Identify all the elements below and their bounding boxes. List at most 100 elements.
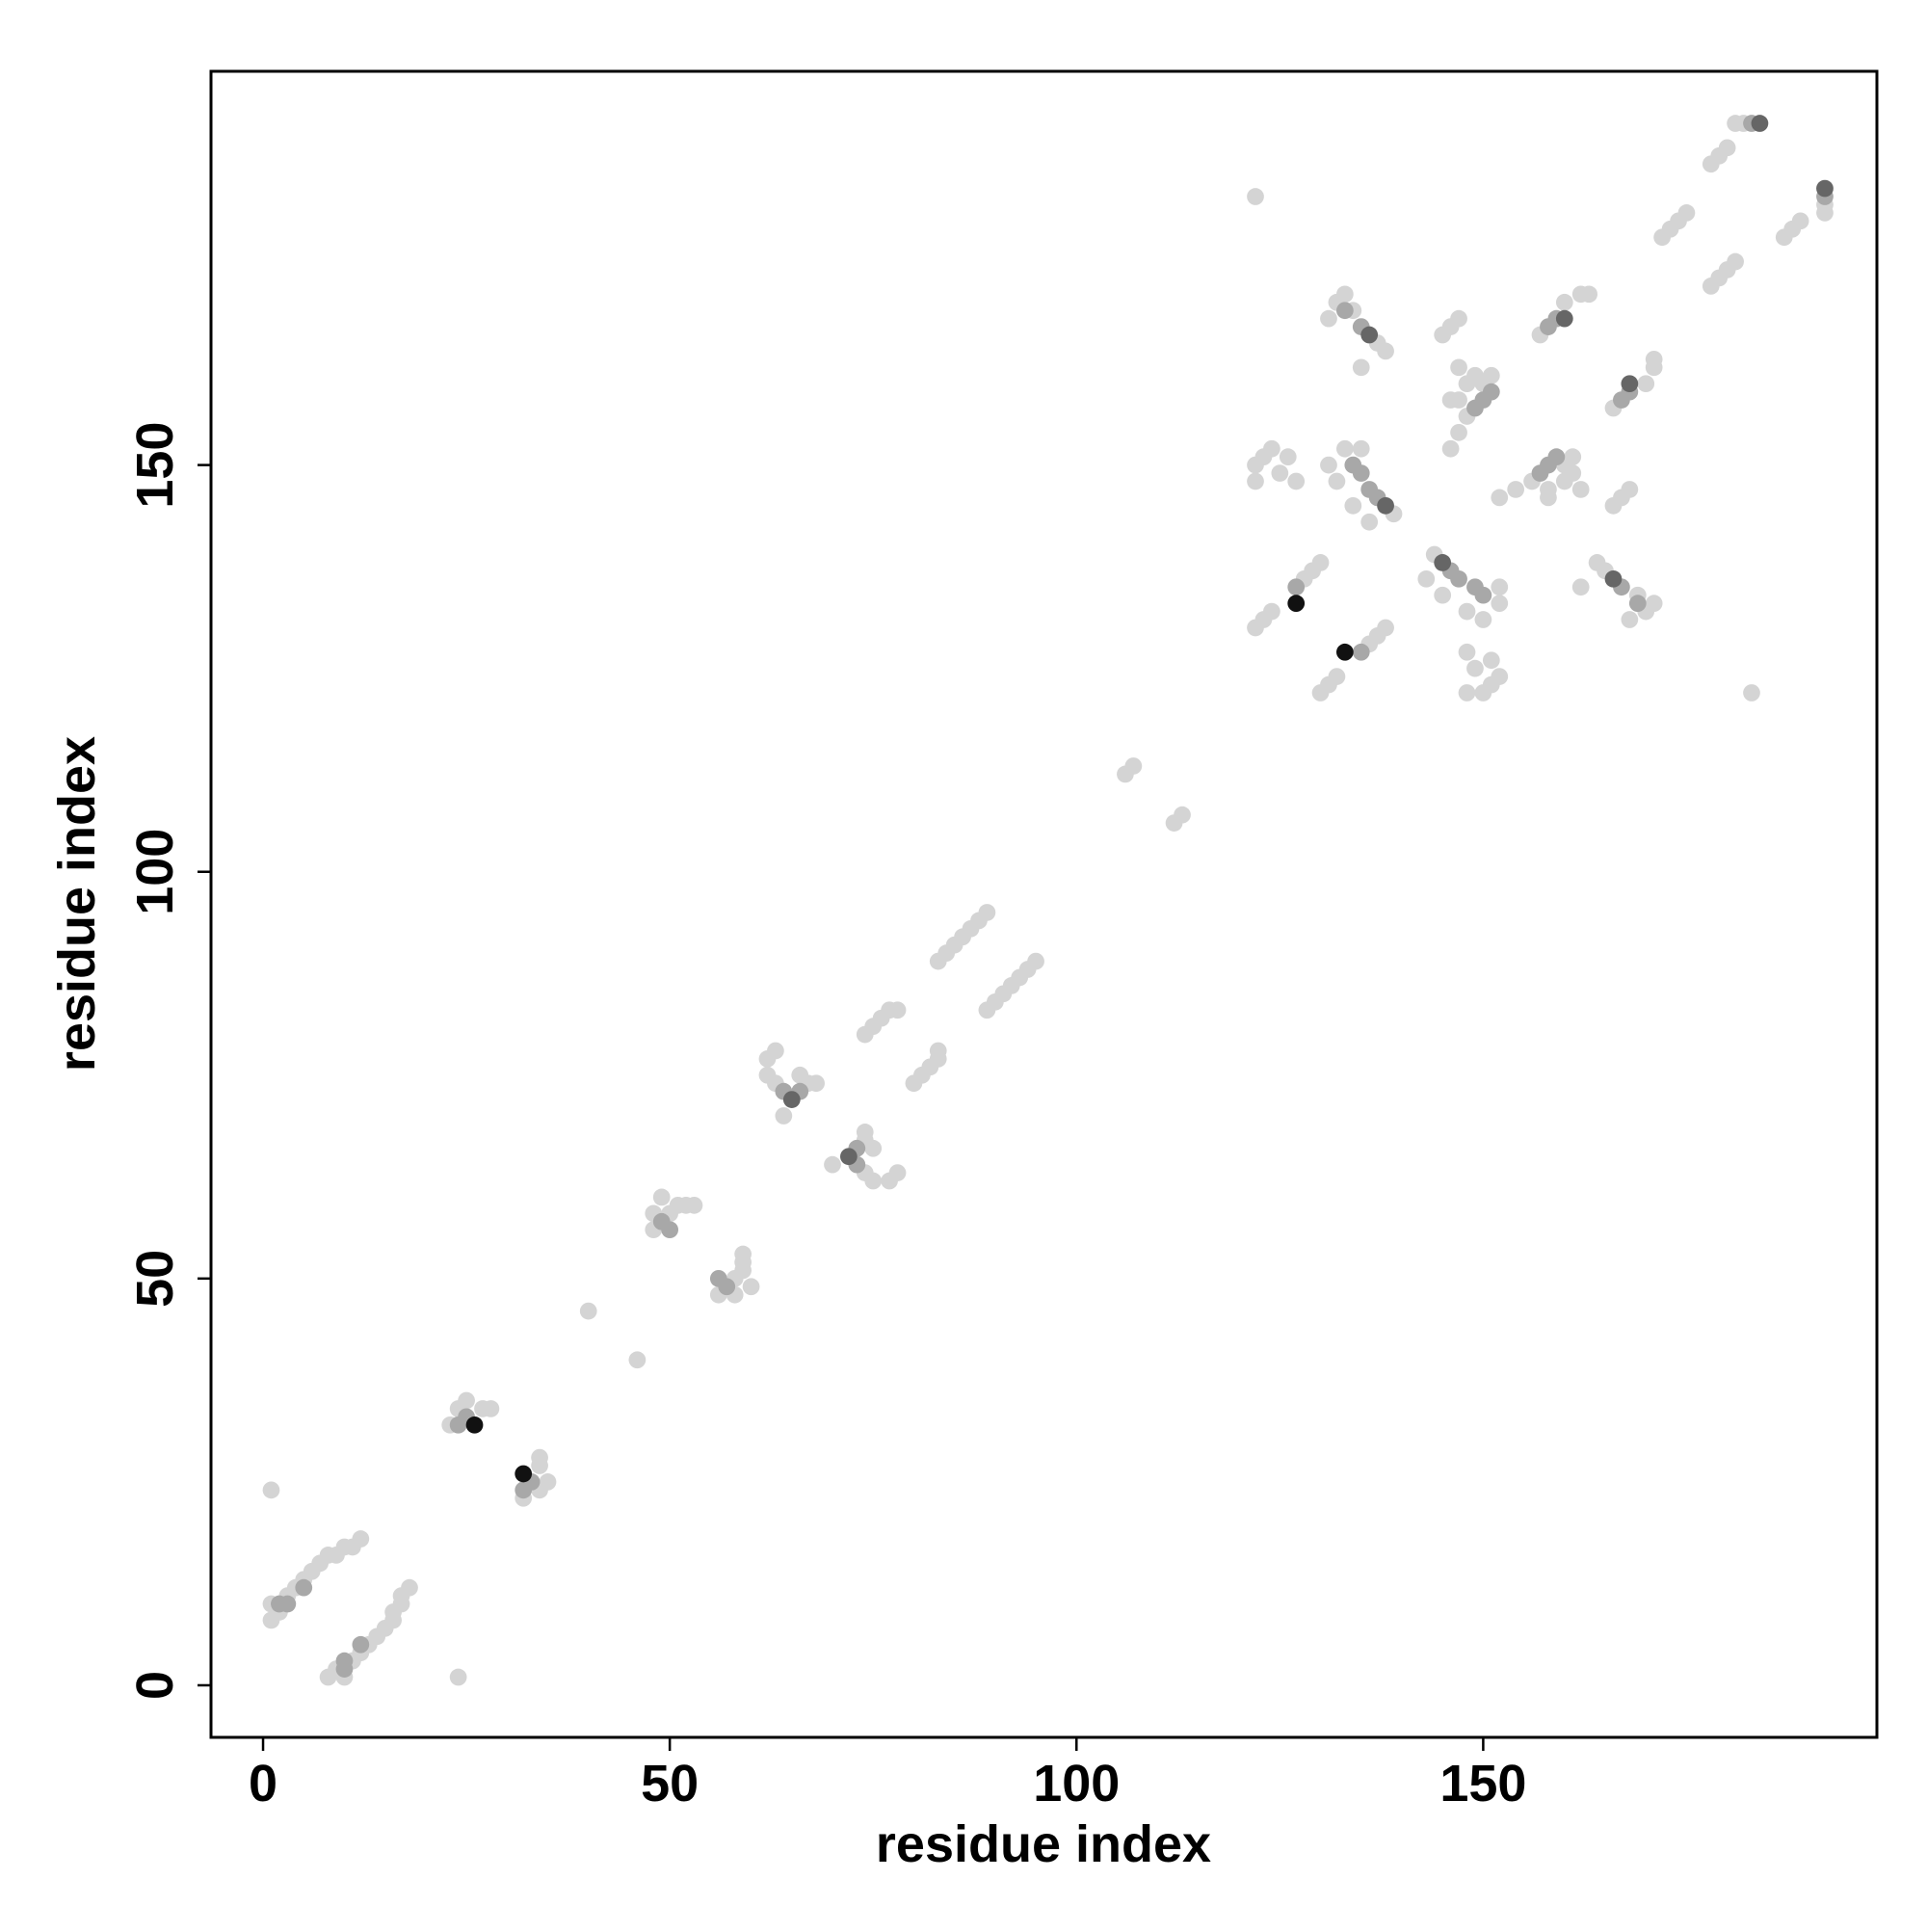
point — [1482, 651, 1500, 670]
point — [1621, 481, 1639, 498]
point — [1328, 668, 1346, 685]
point — [1637, 375, 1655, 393]
point — [1491, 578, 1509, 596]
point — [1482, 366, 1500, 384]
point — [1588, 554, 1606, 571]
point — [1555, 293, 1573, 311]
point — [782, 1091, 801, 1108]
point — [1621, 611, 1639, 628]
point — [1507, 481, 1525, 498]
point — [1287, 595, 1306, 612]
point — [1580, 285, 1598, 304]
point — [1311, 554, 1330, 571]
point — [1352, 358, 1370, 377]
point — [1547, 448, 1566, 466]
point — [1621, 375, 1639, 393]
point — [1458, 684, 1476, 701]
y-tick-label: 0 — [126, 1671, 184, 1700]
point — [1263, 439, 1280, 458]
plot-frame — [209, 69, 1879, 1739]
point — [1555, 309, 1573, 328]
point — [1247, 472, 1264, 490]
point — [1466, 578, 1484, 596]
point — [579, 1302, 597, 1320]
point — [1336, 439, 1354, 458]
point — [1491, 489, 1509, 507]
point — [1474, 611, 1492, 628]
point — [401, 1578, 418, 1597]
point — [278, 1595, 297, 1613]
point — [1344, 496, 1362, 515]
point — [1441, 391, 1460, 409]
point — [978, 904, 996, 921]
point — [1287, 472, 1306, 490]
point — [515, 1465, 533, 1483]
point — [1571, 481, 1590, 498]
point — [1718, 139, 1736, 157]
point — [449, 1668, 467, 1686]
point — [1751, 115, 1769, 132]
point — [1271, 464, 1289, 482]
point — [1377, 496, 1394, 515]
point — [1564, 448, 1582, 466]
point — [531, 1448, 548, 1467]
point — [1352, 439, 1370, 458]
point — [856, 1124, 874, 1141]
point — [1336, 643, 1354, 661]
point — [734, 1245, 752, 1263]
point — [1377, 342, 1394, 360]
point — [1377, 619, 1394, 637]
x-tick-label: 100 — [1033, 1755, 1120, 1813]
point — [295, 1578, 313, 1597]
point — [262, 1481, 280, 1499]
y-tick-label: 150 — [126, 422, 184, 509]
point — [482, 1400, 500, 1417]
point — [1491, 668, 1509, 685]
point — [1287, 578, 1306, 596]
point — [1360, 326, 1379, 344]
point — [767, 1042, 784, 1060]
point — [1645, 350, 1663, 368]
point — [1743, 684, 1760, 701]
point — [352, 1635, 370, 1654]
point — [1482, 383, 1500, 401]
point — [1816, 179, 1834, 198]
point — [539, 1473, 557, 1491]
y-axis-title: residue index — [48, 736, 106, 1072]
point — [1336, 302, 1354, 320]
point — [888, 1001, 907, 1019]
point — [807, 1074, 825, 1093]
point — [1791, 212, 1809, 230]
point — [1320, 456, 1337, 474]
point — [1247, 188, 1264, 205]
point — [352, 1530, 370, 1548]
point — [1491, 595, 1509, 612]
point — [1458, 643, 1476, 661]
point — [775, 1107, 793, 1125]
point — [685, 1197, 703, 1214]
point — [1458, 602, 1476, 621]
point — [1604, 569, 1623, 588]
x-tick-label: 150 — [1439, 1755, 1526, 1813]
point — [1279, 448, 1297, 466]
point — [1434, 554, 1452, 571]
point — [1441, 439, 1460, 458]
point — [1124, 757, 1143, 775]
point — [1677, 204, 1696, 222]
point — [1336, 285, 1354, 304]
x-tick-label: 50 — [641, 1755, 699, 1813]
point — [628, 1351, 647, 1369]
point — [1352, 643, 1370, 661]
point — [1027, 952, 1044, 970]
y-tick-label: 50 — [126, 1250, 184, 1308]
point — [1540, 489, 1557, 507]
point — [929, 1042, 947, 1060]
point — [1628, 595, 1647, 612]
point — [840, 1148, 858, 1166]
x-axis-title: residue index — [876, 1815, 1211, 1873]
point — [1450, 423, 1467, 441]
point — [1352, 464, 1370, 482]
point — [1434, 586, 1452, 604]
